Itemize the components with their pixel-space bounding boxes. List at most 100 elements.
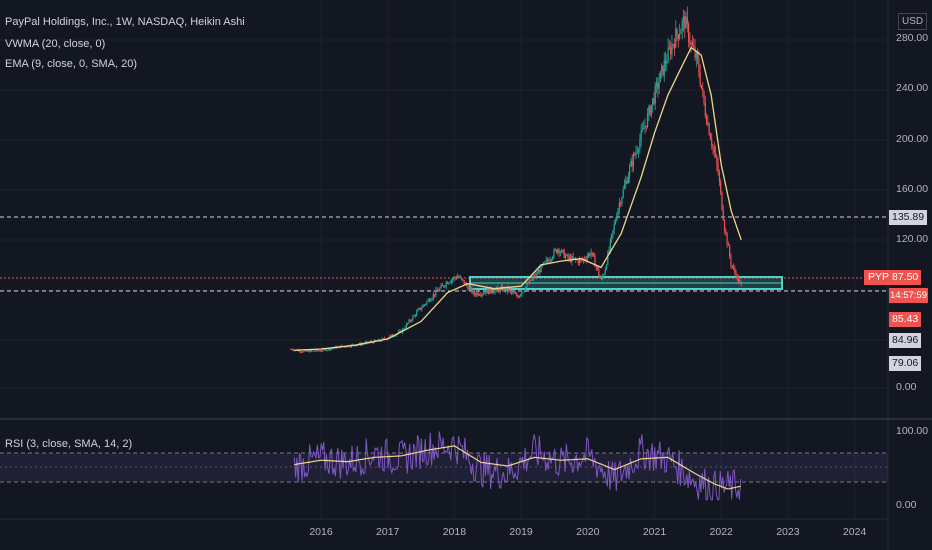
- candle-body: [620, 203, 622, 205]
- price-pane-grid: [0, 0, 888, 519]
- candle-body: [648, 106, 650, 114]
- candle-body: [739, 281, 741, 283]
- candle-body: [453, 277, 455, 279]
- candle-body: [646, 113, 649, 127]
- vwma-legend[interactable]: VWMA (20, close, 0): [5, 38, 106, 50]
- candle-body: [723, 220, 726, 231]
- candle-body: [711, 139, 713, 146]
- candle-body: [448, 282, 450, 284]
- candle-body: [316, 349, 318, 351]
- candle-body: [330, 348, 332, 350]
- candle-body: [659, 71, 662, 82]
- candle-body: [382, 338, 384, 340]
- price-tick-label: 200.00: [896, 133, 928, 145]
- candle-body: [631, 160, 633, 167]
- candle-body: [363, 343, 365, 345]
- candle-body: [452, 278, 454, 280]
- candle-body: [695, 52, 697, 58]
- candle-body: [557, 249, 559, 253]
- candle-body: [504, 287, 506, 291]
- candle-body: [491, 292, 493, 294]
- candle-body: [505, 287, 508, 291]
- candle-body: [693, 45, 695, 48]
- candle-body: [589, 253, 591, 256]
- candle-body: [485, 292, 487, 294]
- candle-body: [511, 291, 513, 293]
- candle-body: [635, 151, 637, 155]
- candle-body: [308, 350, 310, 353]
- candle-body: [549, 259, 551, 262]
- candle-body: [328, 348, 331, 350]
- candle-body: [708, 123, 710, 135]
- candle-body: [704, 103, 706, 117]
- price-axis: 280.00 240.00 200.00 160.00 120.00 0.00: [896, 32, 928, 393]
- candle-body: [630, 160, 632, 167]
- candle-body: [301, 351, 304, 353]
- candle-body: [626, 180, 628, 184]
- candle-body: [614, 220, 617, 224]
- candle-body: [698, 58, 700, 73]
- candle-body: [699, 72, 701, 85]
- candle-body: [526, 283, 528, 287]
- candle-body: [430, 300, 432, 302]
- candle-body: [500, 286, 502, 289]
- time-tick-label: 2022: [710, 526, 734, 538]
- candle-body: [672, 44, 674, 46]
- candle-body: [641, 128, 644, 131]
- candle-body: [322, 348, 324, 351]
- candle-body: [668, 47, 670, 49]
- candle-body: [586, 256, 588, 260]
- candle-body: [662, 65, 664, 76]
- candle-body: [731, 265, 733, 268]
- candle-body: [481, 293, 483, 296]
- candle-body: [559, 252, 561, 254]
- candle-body: [605, 264, 608, 270]
- candle-body: [546, 259, 549, 261]
- candle-body: [634, 154, 636, 156]
- candle-body: [455, 277, 458, 279]
- candle-body: [416, 311, 418, 316]
- candle-body: [309, 350, 311, 353]
- chart-title[interactable]: PayPal Holdings, Inc., 1W, NASDAQ, Heiki…: [5, 16, 245, 28]
- candle-body: [323, 348, 325, 350]
- candle-body: [566, 254, 568, 256]
- candle-body: [523, 290, 526, 292]
- candle-body: [417, 309, 419, 312]
- ema-legend[interactable]: EMA (9, close, 0, SMA, 20): [5, 58, 138, 70]
- candle-body: [661, 65, 663, 72]
- candle-body: [298, 350, 300, 352]
- candle-body: [304, 350, 306, 352]
- candle-body: [445, 282, 447, 287]
- candle-body: [473, 290, 476, 295]
- candle-body: [403, 328, 405, 330]
- rsi-legend[interactable]: RSI (3, close, SMA, 14, 2): [5, 438, 133, 450]
- candle-body: [435, 289, 437, 296]
- candle-body: [655, 82, 658, 86]
- candle-body: [331, 348, 333, 350]
- candle-body: [729, 245, 731, 257]
- candle-body: [675, 29, 677, 48]
- candle-body: [568, 257, 570, 259]
- candle-body: [418, 308, 420, 310]
- candle-body: [567, 254, 569, 259]
- currency-label[interactable]: USD: [898, 13, 928, 30]
- price-tag-135: 135.89: [889, 210, 928, 225]
- time-axis[interactable]: 2016 2017 2018 2019 2020 2021 2022 2023 2024: [309, 526, 866, 538]
- price-tick-label: 160.00: [896, 183, 928, 195]
- candle-body: [437, 290, 440, 292]
- candle-body: [463, 280, 465, 285]
- candle-body: [291, 349, 293, 351]
- candle-body: [658, 81, 660, 89]
- candle-body: [593, 252, 595, 257]
- candle-body: [717, 164, 719, 174]
- candle-body: [458, 276, 460, 278]
- candle-body: [621, 197, 623, 204]
- candle-body: [595, 266, 597, 268]
- candle-body: [414, 315, 417, 317]
- candle-body: [300, 351, 302, 353]
- candle-body: [577, 259, 579, 264]
- candle-body: [425, 303, 427, 305]
- candle-body: [493, 292, 495, 294]
